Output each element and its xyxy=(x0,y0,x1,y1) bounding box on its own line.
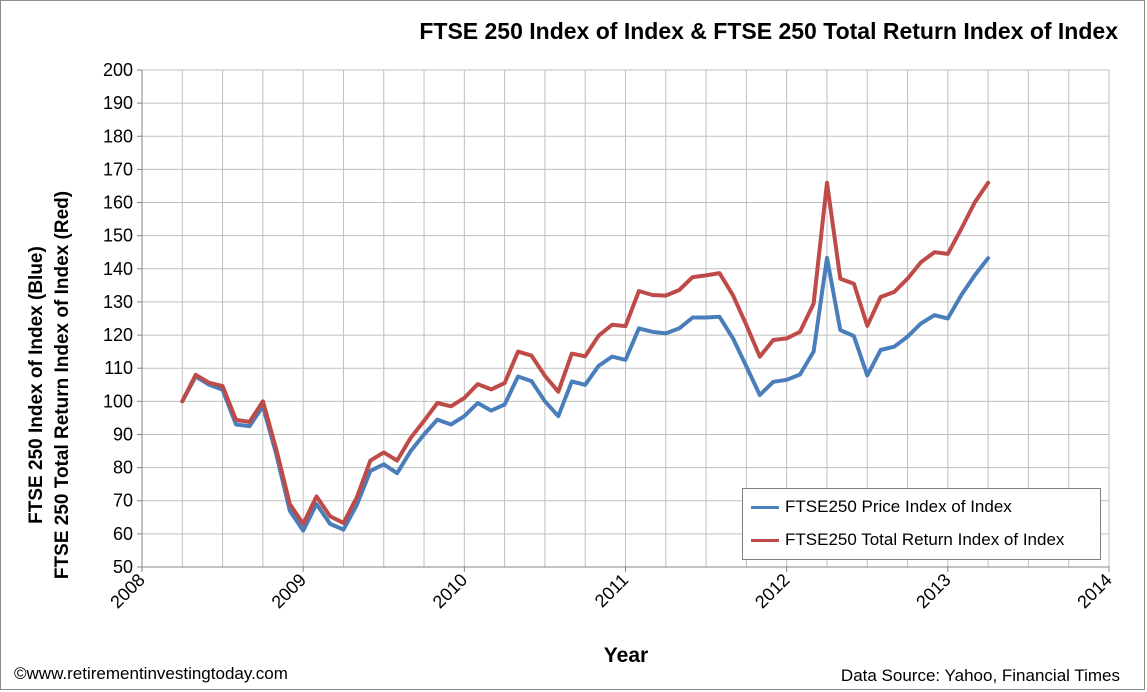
y-tick-label: 90 xyxy=(113,424,133,444)
legend-label-price: FTSE250 Price Index of Index xyxy=(785,497,1012,516)
y-tick-label: 50 xyxy=(113,557,133,577)
y-tick-label: 160 xyxy=(103,193,133,213)
x-tick-label: 2011 xyxy=(591,570,633,612)
x-tick-label: 2012 xyxy=(751,570,793,612)
y-tick-label: 130 xyxy=(103,292,133,312)
y-tick-label: 200 xyxy=(103,60,133,80)
legend-swatch-total-return xyxy=(751,538,779,542)
x-tick-label: 2014 xyxy=(1073,570,1115,612)
y-tick-label: 60 xyxy=(113,524,133,544)
series-line-total-return-index xyxy=(180,180,991,526)
y-axis-title-line2: FTSE 250 Total Return Index of Index (Re… xyxy=(52,190,73,580)
y-tick-label: 150 xyxy=(103,226,133,246)
chart-title: FTSE 250 Index of Index & FTSE 250 Total… xyxy=(419,18,1118,44)
y-tick-label: 100 xyxy=(103,391,133,411)
series-lines xyxy=(180,180,991,533)
legend-label-total-return: FTSE250 Total Return Index of Index xyxy=(785,530,1065,549)
series-line-price-index xyxy=(180,255,991,533)
legend-item-price: FTSE250 Price Index of Index xyxy=(751,495,1012,519)
y-tick-label: 120 xyxy=(103,325,133,345)
legend: FTSE250 Price Index of Index FTSE250 Tot… xyxy=(742,488,1101,560)
y-tick-label: 180 xyxy=(103,126,133,146)
legend-swatch-price xyxy=(751,505,779,509)
x-axis-title: Year xyxy=(603,644,649,667)
footer-source: Data Source: Yahoo, Financial Times xyxy=(840,666,1120,685)
y-axis-title-line1: FTSE 250 Index of Index (Blue) xyxy=(26,246,47,524)
y-tick-label: 190 xyxy=(103,93,133,113)
y-tick-label: 80 xyxy=(113,458,133,478)
footer-credit: ©www.retirementinvestingtoday.com xyxy=(14,664,288,683)
y-tick-label: 110 xyxy=(104,358,133,378)
x-tick-label: 2009 xyxy=(268,570,310,612)
y-tick-label: 70 xyxy=(113,491,133,511)
x-tick-label: 2010 xyxy=(429,570,471,612)
y-tick-label: 170 xyxy=(103,159,133,179)
x-tick-label: 2013 xyxy=(912,570,954,612)
y-tick-label: 140 xyxy=(103,259,133,279)
y-axis-title: FTSE 250 Index of Index (Blue) FTSE 250 … xyxy=(24,191,76,579)
legend-item-total-return: FTSE250 Total Return Index of Index xyxy=(751,528,1064,552)
